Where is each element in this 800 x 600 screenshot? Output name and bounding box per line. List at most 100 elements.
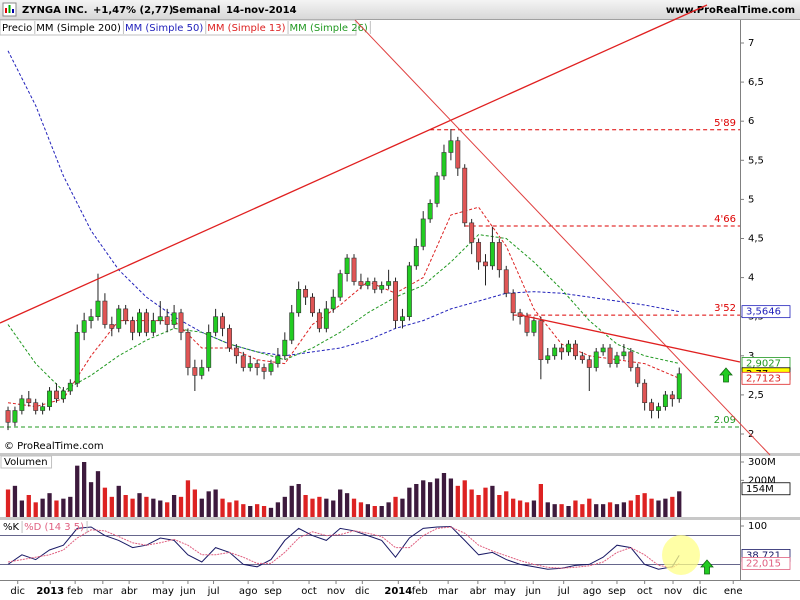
candle-body xyxy=(275,355,281,364)
candle-body xyxy=(95,300,101,317)
copyright: © ProRealTime.com xyxy=(4,441,104,452)
panel-label-box xyxy=(0,455,53,469)
volume-bar xyxy=(580,504,585,517)
volume-bar xyxy=(26,494,31,517)
candle-body xyxy=(656,406,661,411)
candle-body xyxy=(489,242,495,267)
volume-bar xyxy=(538,483,543,517)
volume-bar xyxy=(12,485,18,517)
volume-bar xyxy=(289,485,294,517)
candle-body xyxy=(635,367,641,384)
volume-bar xyxy=(241,504,246,517)
volume-bar xyxy=(587,498,592,517)
candle-body xyxy=(476,242,482,263)
candle-body xyxy=(81,320,87,333)
legend-entry: MM (Simple 26) xyxy=(290,23,368,34)
header-date: 14-nov-2014 xyxy=(226,5,297,16)
header-bar xyxy=(0,0,800,19)
candle-body xyxy=(669,394,675,400)
volume-bar xyxy=(68,496,73,517)
value-tag-label: 22,015 xyxy=(746,558,781,569)
candle-body xyxy=(427,203,433,220)
candle-body xyxy=(254,363,260,368)
y-tick-label: 4,5 xyxy=(748,233,764,244)
candle-body xyxy=(303,289,309,298)
highlight xyxy=(662,535,700,575)
x-tick-label: abr xyxy=(470,586,487,597)
volume-bar xyxy=(600,504,606,517)
legend-box xyxy=(0,19,357,36)
x-tick-label: nov xyxy=(664,586,682,597)
candle-body xyxy=(323,308,329,329)
trend-line xyxy=(519,314,741,363)
volume-bar xyxy=(372,505,377,517)
header-title: ZYNGA INC. xyxy=(22,5,88,16)
volume-bar xyxy=(165,502,170,517)
candle-body xyxy=(621,351,627,357)
volume-bar xyxy=(151,498,156,517)
candle-body xyxy=(600,347,606,353)
value-tag-label: 3,5646 xyxy=(746,307,781,318)
candle-body xyxy=(379,285,385,290)
volume-bar xyxy=(192,489,198,517)
volume-bar xyxy=(358,502,364,517)
volume-bar xyxy=(393,496,398,517)
volume-bar xyxy=(594,504,599,517)
candle-body xyxy=(628,351,634,368)
volume-bar xyxy=(400,498,405,517)
volume-bar xyxy=(434,478,440,517)
volume-bar xyxy=(234,500,239,517)
volume-bar xyxy=(469,489,474,517)
volume-bar xyxy=(102,487,108,517)
candle-body xyxy=(503,269,509,294)
candle-body xyxy=(434,175,440,204)
candle-body xyxy=(607,347,613,364)
volume-bar xyxy=(545,502,550,517)
volume-bar xyxy=(344,493,350,517)
candle-body xyxy=(33,402,39,411)
volume-bar xyxy=(19,500,25,517)
volume-bar xyxy=(296,483,301,517)
legend-entry: MM (Simple 200) xyxy=(36,23,121,34)
volume-bar xyxy=(338,489,343,517)
candle-body xyxy=(586,359,592,368)
y-tick-label: 3 xyxy=(748,351,754,362)
y-tick-label: 300M xyxy=(748,457,776,468)
candle-body xyxy=(448,140,454,153)
candle-body xyxy=(593,351,599,368)
panel-label: Volumen xyxy=(4,457,48,468)
candle-body xyxy=(296,289,302,314)
volume-bar xyxy=(559,504,564,517)
candle-body xyxy=(116,308,122,329)
volume-bar xyxy=(517,500,523,517)
candle-body xyxy=(649,402,655,411)
volume-bar xyxy=(490,485,495,517)
candle-body xyxy=(88,316,94,321)
panel-separator xyxy=(0,517,800,520)
candle-body xyxy=(199,367,205,376)
volume-bar xyxy=(524,502,530,517)
candle-body xyxy=(316,312,322,329)
candle-body xyxy=(5,410,11,423)
candle-body xyxy=(337,273,343,298)
candle-body xyxy=(12,410,18,423)
volume-bar xyxy=(81,461,87,517)
x-tick-label: dic xyxy=(355,586,370,597)
candle-body xyxy=(157,316,163,321)
y-tick-label: 5,5 xyxy=(748,155,764,166)
volume-bar xyxy=(282,496,287,517)
volume-bar xyxy=(448,478,454,517)
volume-bar xyxy=(331,500,336,517)
legend-entry: MM (Simple 50) xyxy=(125,23,203,34)
volume-bar xyxy=(421,480,426,517)
value-tag xyxy=(741,305,791,319)
value-tag-label: 38,721 xyxy=(746,550,781,561)
candle-body xyxy=(40,406,46,411)
volume-bar xyxy=(227,502,232,517)
candle-body xyxy=(469,222,475,243)
candle-body xyxy=(213,316,219,333)
value-tag xyxy=(741,371,791,385)
volume-bar xyxy=(95,471,101,517)
volume-bar xyxy=(455,485,460,517)
legend-entry: %K xyxy=(3,522,20,533)
